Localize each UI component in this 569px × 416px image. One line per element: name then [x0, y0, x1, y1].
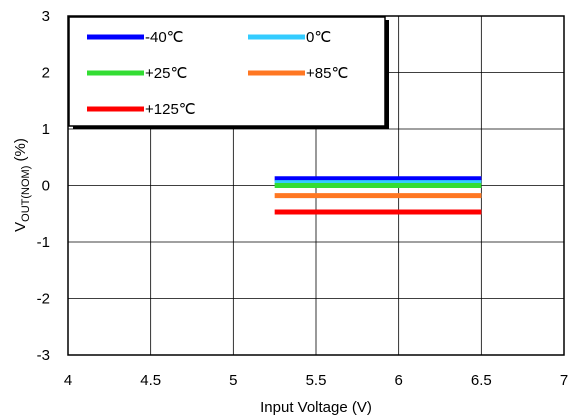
- x-tick-label: 4.5: [140, 372, 161, 389]
- x-tick-label: 4: [64, 372, 72, 389]
- plot-frame: [67, 15, 565, 356]
- legend-label: +25℃: [145, 65, 187, 82]
- data-series: [274, 176, 482, 215]
- x-axis-title: Input Voltage (V): [260, 399, 372, 416]
- y-tick-label: 0: [42, 178, 50, 195]
- legend-label: +125℃: [145, 101, 196, 118]
- x-tick-label: 6: [394, 372, 402, 389]
- x-tick-label: 7: [560, 372, 568, 389]
- legend-label: +85℃: [306, 65, 348, 82]
- y-tick-label: -1: [37, 234, 50, 251]
- y-tick-labels: -3 -2 -1 0 1 2 3: [37, 8, 50, 364]
- y-axis-title-subscript: OUT(NOM): [20, 166, 32, 222]
- x-tick-label: 5: [229, 372, 237, 389]
- legend-items: -40℃ 0℃ +25℃ +85℃ +125℃: [87, 29, 348, 118]
- x-tick-label: 5.5: [306, 372, 327, 389]
- x-tick-label: 6.5: [471, 372, 492, 389]
- y-axis-title: VOUT(NOM) (%): [12, 138, 32, 232]
- y-tick-label: 3: [42, 8, 50, 25]
- y-tick-label: 2: [42, 65, 50, 82]
- y-tick-label: -2: [37, 291, 50, 308]
- legend-label: -40℃: [145, 29, 184, 46]
- y-axis-title-unit: (%): [12, 138, 29, 166]
- y-axis-title-main: V: [12, 222, 29, 232]
- y-tick-label: 1: [42, 121, 50, 138]
- x-tick-labels: 4 4.5 5 5.5 6 6.5 7: [64, 372, 568, 389]
- y-tick-label: -3: [37, 347, 50, 364]
- legend-label: 0℃: [306, 29, 331, 46]
- legend: -40℃ 0℃ +25℃ +85℃ +125℃: [68, 16, 389, 129]
